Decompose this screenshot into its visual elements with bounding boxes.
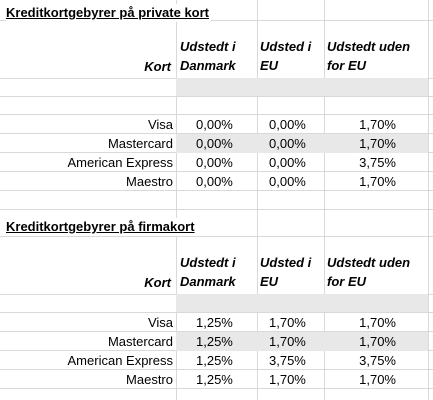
column-header-danmark: Udstedt i Danmark bbox=[180, 39, 236, 73]
fee-danmark: 0,00% bbox=[176, 134, 257, 153]
table-row: Mastercard 1,25% 1,70% 1,70% bbox=[0, 332, 433, 351]
table-row: American Express 1,25% 3,75% 3,75% bbox=[0, 351, 433, 370]
fee-danmark: 1,25% bbox=[196, 372, 233, 387]
fee-danmark: 0,00% bbox=[196, 117, 233, 132]
gridline bbox=[0, 133, 433, 134]
card-name: American Express bbox=[67, 155, 173, 170]
gridline bbox=[0, 209, 433, 210]
card-name: Visa bbox=[147, 315, 173, 330]
gridline bbox=[0, 369, 433, 370]
gridline bbox=[0, 236, 433, 237]
fee-outside-eu: 1,70% bbox=[359, 315, 396, 330]
card-name: American Express bbox=[67, 353, 173, 368]
column-header-eu: Udsted i EU bbox=[260, 255, 312, 289]
fee-outside-eu: 1,70% bbox=[324, 134, 428, 153]
table-row: Visa 0,00% 0,00% 1,70% bbox=[0, 115, 433, 134]
card-name: Maestro bbox=[126, 174, 173, 189]
fee-eu: 0,00% bbox=[257, 134, 324, 153]
gridline bbox=[324, 0, 325, 400]
card-name: Visa bbox=[147, 117, 173, 132]
fee-eu: 1,70% bbox=[269, 372, 306, 387]
fee-eu: 0,00% bbox=[269, 155, 306, 170]
gridline bbox=[0, 312, 433, 313]
fee-danmark: 0,00% bbox=[196, 155, 233, 170]
column-header-outside-eu: Udstedt uden for EU bbox=[327, 39, 411, 73]
shaded-spacer-row bbox=[176, 78, 428, 96]
fee-eu: 1,70% bbox=[257, 332, 324, 351]
fee-danmark: 1,25% bbox=[196, 353, 233, 368]
fee-danmark: 1,25% bbox=[176, 332, 257, 351]
gridline bbox=[0, 190, 433, 191]
gridline bbox=[428, 0, 429, 400]
card-name: Mastercard bbox=[107, 334, 173, 349]
fee-eu: 1,70% bbox=[269, 315, 306, 330]
fee-eu: 0,00% bbox=[269, 117, 306, 132]
table-row: Maestro 1,25% 1,70% 1,70% bbox=[0, 370, 433, 389]
shaded-spacer-row bbox=[176, 294, 428, 312]
gridline bbox=[0, 20, 433, 21]
fee-outside-eu: 3,75% bbox=[359, 353, 396, 368]
fee-danmark: 1,25% bbox=[196, 315, 233, 330]
fee-outside-eu: 3,75% bbox=[359, 155, 396, 170]
section-title-business: Kreditkortgebyrer på firmakort bbox=[6, 218, 197, 236]
table-row: Maestro 0,00% 0,00% 1,70% bbox=[0, 172, 433, 191]
gridline bbox=[0, 388, 433, 389]
card-name: Maestro bbox=[126, 372, 173, 387]
column-header-kort: Kort bbox=[144, 275, 171, 290]
fee-outside-eu: 1,70% bbox=[324, 332, 428, 351]
column-header-eu: Udsted i EU bbox=[260, 39, 312, 73]
fee-outside-eu: 1,70% bbox=[359, 117, 396, 132]
gridline bbox=[0, 331, 433, 332]
table-row: Mastercard 0,00% 0,00% 1,70% bbox=[0, 134, 433, 153]
fee-outside-eu: 1,70% bbox=[359, 174, 396, 189]
column-header-danmark: Udstedt i Danmark bbox=[180, 255, 236, 289]
card-name: Mastercard bbox=[107, 136, 173, 151]
fee-danmark: 0,00% bbox=[196, 174, 233, 189]
table-row: Visa 1,25% 1,70% 1,70% bbox=[0, 313, 433, 332]
gridline bbox=[0, 96, 433, 97]
gridline bbox=[176, 0, 177, 400]
gridline bbox=[257, 0, 258, 400]
column-header-kort: Kort bbox=[144, 59, 171, 74]
fee-outside-eu: 1,70% bbox=[359, 372, 396, 387]
column-header-outside-eu: Udstedt uden for EU bbox=[327, 255, 411, 289]
fee-eu: 3,75% bbox=[269, 353, 306, 368]
table-row: American Express 0,00% 0,00% 3,75% bbox=[0, 153, 433, 172]
fee-eu: 0,00% bbox=[269, 174, 306, 189]
gridline bbox=[0, 171, 433, 172]
section-title-private: Kreditkortgebyrer på private kort bbox=[6, 4, 212, 22]
gridline bbox=[0, 114, 433, 115]
